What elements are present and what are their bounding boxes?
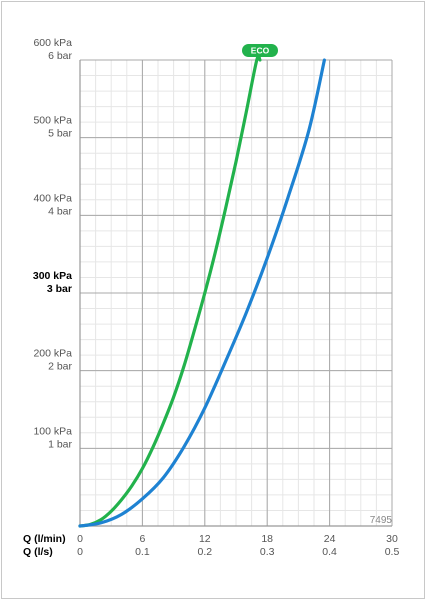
x-tick-label-ls: 0.4	[322, 546, 337, 558]
x-tick-label-lmin: 12	[199, 533, 211, 545]
x-tick-label-ls: 0.5	[385, 546, 400, 558]
x-tick-label-lmin: 6	[139, 533, 145, 545]
y-tick-label-kpa: 500 kPa	[33, 115, 72, 127]
x-axis-label-ls: Q (l/s)	[23, 546, 53, 558]
x-tick-label-ls: 0	[77, 546, 83, 558]
y-tick-label-kpa: 200 kPa	[33, 348, 72, 360]
x-axis-labels: 00 60.1 120.2 180.3 240.4 300.5	[77, 533, 399, 558]
curves	[78, 54, 326, 528]
y-tick-label-bar: 6 bar	[48, 50, 72, 62]
x-tick-label-lmin: 0	[77, 533, 83, 545]
y-tick-label-bar: 1 bar	[48, 438, 72, 450]
eco-badge: ECO	[242, 44, 278, 57]
series-line-0	[78, 54, 262, 528]
y-tick-label-kpa: 100 kPa	[33, 425, 72, 437]
x-axis-label-lmin: Q (l/min)	[23, 533, 66, 545]
eco-badge-pill	[242, 44, 278, 57]
y-tick-label-bar: 4 bar	[48, 205, 72, 217]
series-line-1	[78, 58, 326, 528]
chart-code: 7495	[370, 515, 393, 526]
x-tick-label-ls: 0.2	[197, 546, 212, 558]
x-tick-label-ls: 0.1	[135, 546, 150, 558]
eco-badge-text: ECO	[251, 46, 270, 56]
x-tick-label-lmin: 30	[386, 533, 398, 545]
y-tick-label-bar: 2 bar	[48, 361, 72, 373]
x-tick-label-lmin: 24	[324, 533, 336, 545]
y-tick-label-bar: 3 bar	[47, 283, 72, 295]
y-tick-label-kpa: 300 kPa	[33, 270, 72, 282]
y-tick-label-bar: 5 bar	[48, 128, 72, 140]
grid-major	[79, 59, 393, 527]
x-tick-label-lmin: 18	[261, 533, 273, 545]
y-tick-label-kpa: 600 kPa	[33, 37, 72, 49]
y-tick-label-kpa: 400 kPa	[33, 192, 72, 204]
x-tick-label-ls: 0.3	[260, 546, 275, 558]
